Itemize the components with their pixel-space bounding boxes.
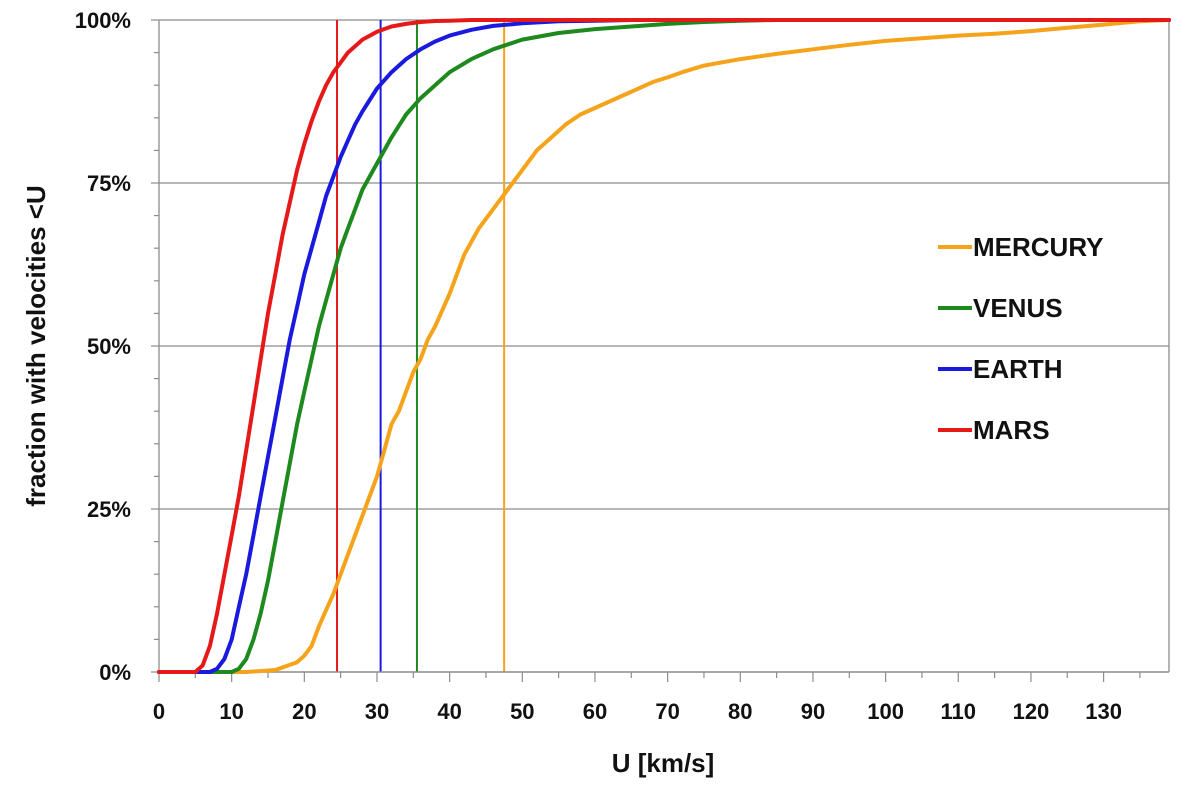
earth-series-line bbox=[157, 18, 1171, 674]
venus-series-line bbox=[157, 18, 1171, 674]
x-tick-label: 50 bbox=[510, 699, 534, 724]
axes bbox=[151, 19, 1170, 682]
legend-label-venus: VENUS bbox=[973, 293, 1063, 323]
x-tick-label: 30 bbox=[365, 699, 389, 724]
x-tick-label: 110 bbox=[941, 699, 977, 724]
x-tick-label: 10 bbox=[219, 699, 243, 724]
y-axis-label: fraction with velocities <U bbox=[21, 185, 51, 506]
y-tick-label: 75% bbox=[87, 171, 131, 196]
series-lines bbox=[157, 18, 1171, 674]
y-tick-label: 50% bbox=[87, 334, 131, 359]
mercury-series-line bbox=[157, 18, 1171, 674]
x-tick-label: 120 bbox=[1013, 699, 1050, 724]
y-tick-label: 100% bbox=[75, 8, 131, 33]
x-tick-label: 130 bbox=[1085, 699, 1122, 724]
legend-label-earth: EARTH bbox=[973, 354, 1063, 384]
x-tick-label: 40 bbox=[437, 699, 461, 724]
x-tick-label: 90 bbox=[801, 699, 825, 724]
x-tick-label: 80 bbox=[728, 699, 752, 724]
legend: MERCURY VENUS EARTH MARS bbox=[938, 232, 1103, 445]
x-tick-label: 60 bbox=[583, 699, 607, 724]
reference-lines bbox=[336, 20, 506, 672]
x-tick-label: 100 bbox=[867, 699, 904, 724]
x-tick-label: 0 bbox=[153, 699, 165, 724]
y-tick-label: 25% bbox=[87, 497, 131, 522]
x-axis-label: U [km/s] bbox=[612, 748, 715, 778]
legend-label-mars: MARS bbox=[973, 415, 1050, 445]
mars-series-line bbox=[157, 18, 1171, 674]
x-tick-label: 20 bbox=[292, 699, 316, 724]
x-tick-label: 70 bbox=[655, 699, 679, 724]
y-tick-label: 0% bbox=[99, 660, 131, 685]
tick-labels: 0% 25% 50% 75% 100% 0 10 20 30 40 50 60 70 80 90 100 110… bbox=[75, 8, 1122, 724]
legend-label-mercury: MERCURY bbox=[973, 232, 1103, 262]
